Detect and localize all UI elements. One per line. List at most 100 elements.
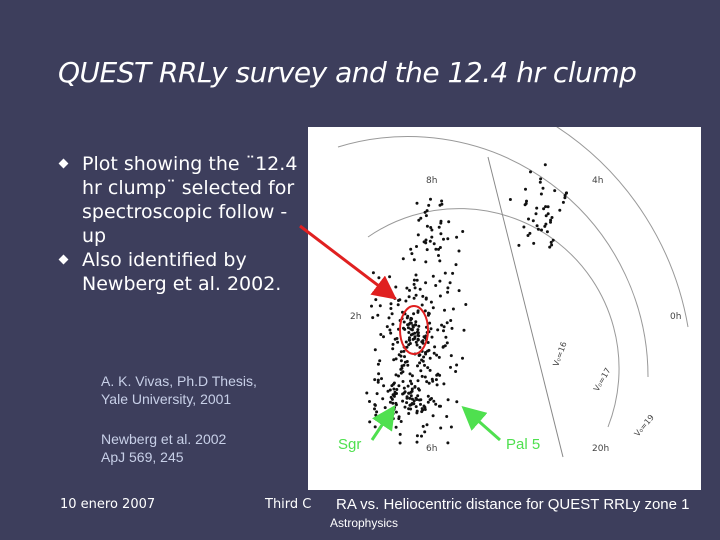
star-point <box>413 385 417 389</box>
star-point <box>550 216 554 219</box>
distance-arc <box>367 208 620 428</box>
citation-vivas: A. K. Vivas, Ph.D Thesis, Yale Universit… <box>101 372 257 408</box>
star-point <box>432 242 436 246</box>
star-point <box>370 304 373 308</box>
star-point <box>415 201 419 205</box>
star-point <box>388 400 392 404</box>
star-point <box>417 334 421 338</box>
star-point <box>422 355 426 359</box>
star-point <box>404 299 408 303</box>
star-point <box>540 228 543 232</box>
star-point <box>425 224 429 228</box>
star-point <box>449 354 453 358</box>
star-point <box>432 351 436 355</box>
star-point <box>438 246 442 249</box>
star-point <box>416 364 419 368</box>
star-point <box>413 286 417 290</box>
citation-newberg: Newberg et al. 2002 ApJ 569, 245 <box>101 430 226 466</box>
star-point <box>435 353 439 357</box>
star-point <box>436 328 440 332</box>
star-point <box>382 412 386 416</box>
star-point <box>440 199 444 203</box>
star-point <box>405 360 409 363</box>
star-point <box>426 341 430 344</box>
star-point <box>529 170 532 174</box>
star-point <box>402 391 406 395</box>
star-point <box>541 186 545 190</box>
star-point <box>408 338 412 342</box>
star-point <box>429 327 433 331</box>
star-point <box>387 316 391 320</box>
diamond-bullet-icon <box>58 158 69 169</box>
star-point <box>434 247 438 251</box>
star-point <box>442 329 445 333</box>
star-point <box>426 400 430 404</box>
star-point <box>407 391 411 395</box>
star-point <box>408 396 412 400</box>
hour-label: 4h <box>592 176 603 186</box>
star-point <box>427 312 431 316</box>
star-point <box>430 228 434 232</box>
star-point <box>444 335 448 339</box>
star-point <box>376 313 380 317</box>
star-point <box>454 263 458 267</box>
star-point <box>418 345 422 349</box>
citation-line: ApJ 569, 245 <box>101 449 184 465</box>
star-point <box>429 300 433 304</box>
star-point <box>421 359 425 363</box>
star-point <box>442 325 446 329</box>
star-point <box>405 286 409 290</box>
star-point <box>437 355 441 359</box>
star-point <box>399 420 403 423</box>
star-point <box>535 224 539 228</box>
hour-label: 2h <box>350 312 361 322</box>
star-point <box>410 382 414 386</box>
star-point <box>414 293 418 297</box>
star-point <box>393 405 396 409</box>
star-point <box>382 335 385 339</box>
star-point <box>542 207 546 211</box>
star-point <box>462 328 466 332</box>
star-point <box>401 380 405 383</box>
star-point <box>422 404 426 408</box>
star-point <box>398 441 402 445</box>
star-point <box>407 331 411 334</box>
star-point <box>402 363 406 367</box>
star-point <box>374 413 378 417</box>
star-point <box>379 421 383 424</box>
star-point <box>455 235 459 239</box>
star-point <box>425 380 429 384</box>
star-point <box>437 247 440 251</box>
star-point <box>373 378 377 382</box>
star-point <box>544 222 548 226</box>
star-point <box>428 368 432 372</box>
star-point <box>415 245 418 248</box>
star-point <box>381 397 385 401</box>
pal5-label: Pal 5 <box>506 436 541 453</box>
star-point <box>464 303 468 306</box>
star-point <box>431 306 435 310</box>
star-point <box>449 319 453 322</box>
star-point <box>423 430 427 434</box>
star-point <box>424 352 428 356</box>
star-point <box>429 226 433 229</box>
star-point <box>371 271 375 275</box>
star-point <box>397 417 401 421</box>
star-point <box>424 241 428 245</box>
ra-boundary-line <box>487 156 564 458</box>
star-point <box>402 349 406 353</box>
star-point <box>389 307 393 310</box>
star-point <box>544 214 548 218</box>
star-point <box>423 309 427 313</box>
star-point <box>437 254 440 257</box>
star-point <box>563 194 567 197</box>
star-point <box>402 386 406 390</box>
star-point <box>446 290 450 294</box>
star-point <box>457 249 461 253</box>
star-point <box>421 341 425 345</box>
star-point <box>534 212 538 216</box>
star-point <box>396 340 400 344</box>
star-point <box>558 208 562 212</box>
star-point <box>388 275 392 279</box>
star-point <box>375 410 379 414</box>
